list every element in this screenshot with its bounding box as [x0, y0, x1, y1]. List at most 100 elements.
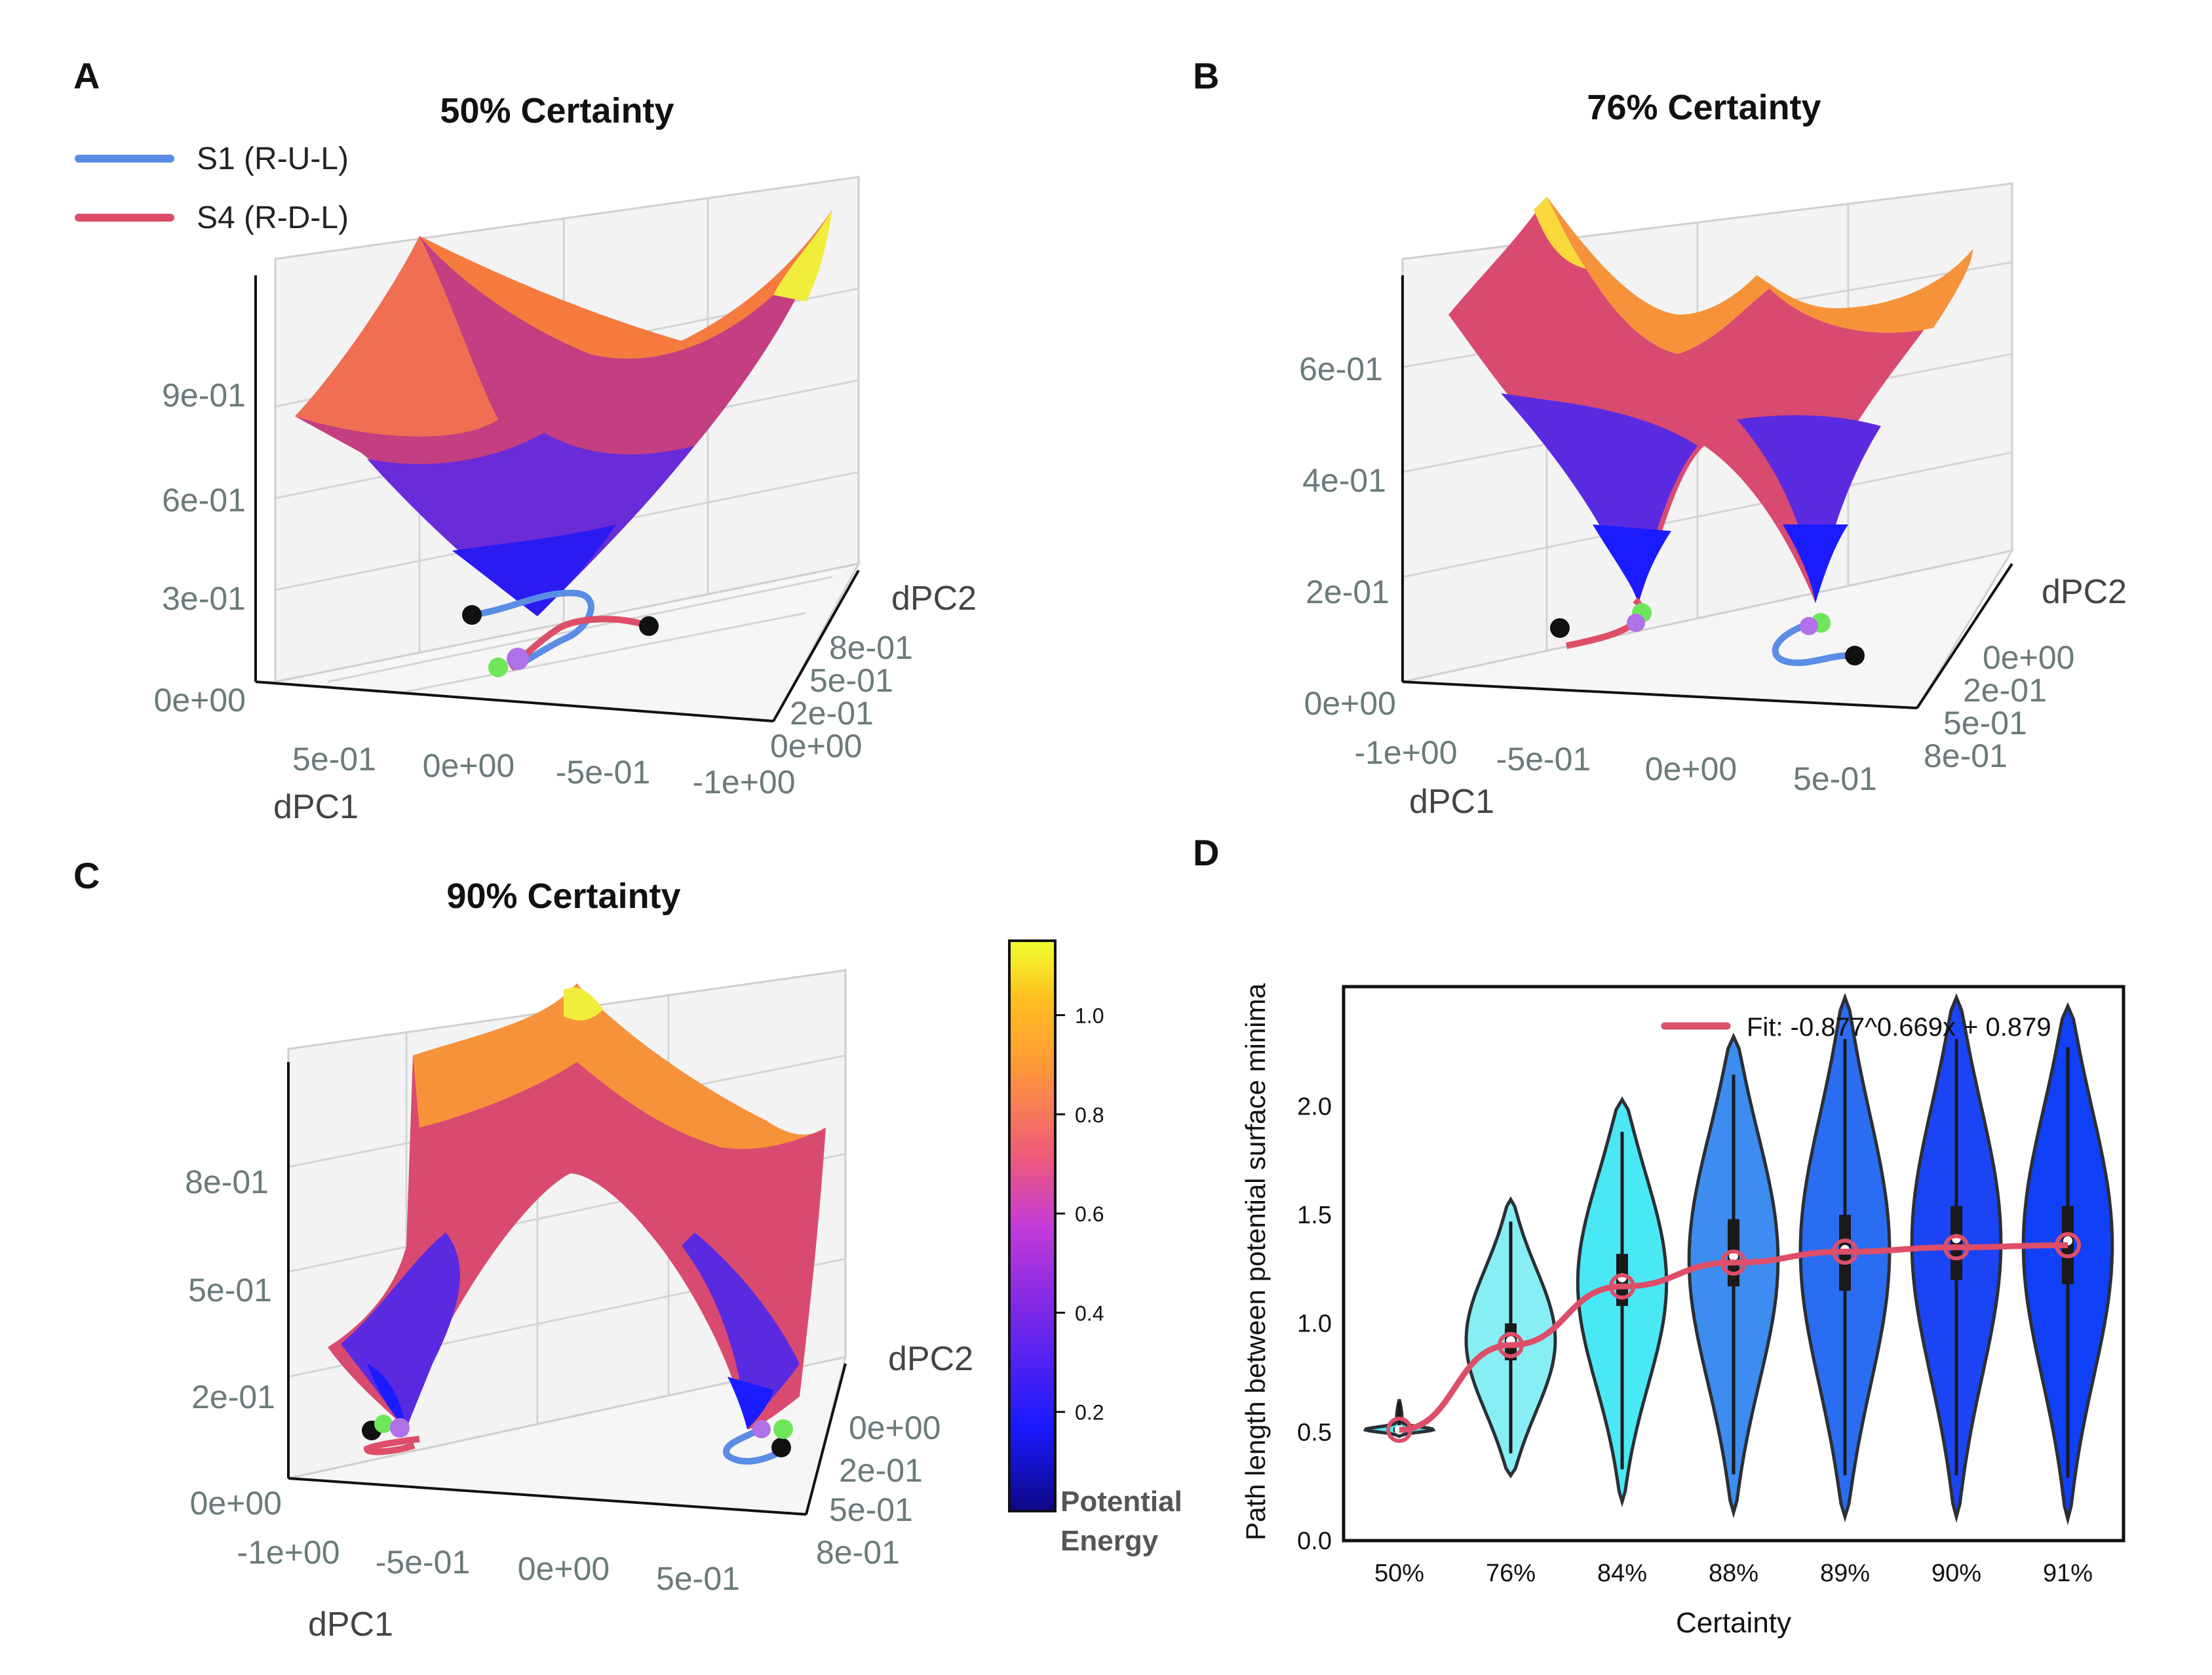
panel-b-start-point: [1550, 618, 1570, 638]
y-tick-label: 5e-01: [829, 1491, 913, 1528]
panel-d-ylabel: Path length between potential surface mi…: [1240, 983, 1271, 1540]
y-tick-label: 0.0: [1297, 1527, 1332, 1555]
panel-a-start-point: [462, 605, 482, 625]
y-tick-label: 0e+00: [1983, 639, 2074, 676]
y-tick-label: 1.5: [1297, 1202, 1332, 1229]
panel-b-xlabel: dPC1: [1409, 783, 1494, 821]
panel-c-ylabel: dPC2: [888, 1340, 973, 1378]
colorbar: 0.2 0.4 0.6 0.8 1.0 Potential Energy: [1008, 939, 1182, 1557]
panel-a-xlabel: dPC1: [273, 788, 359, 826]
x-tick-label: 5e-01: [292, 741, 376, 778]
z-tick-label: 6e-01: [162, 482, 246, 519]
fit-point: [1943, 1234, 1969, 1261]
z-tick-label: 5e-01: [188, 1272, 272, 1309]
panel-b-z-ticks: 0e+00 2e-01 4e-01 6e-01: [1299, 351, 1396, 722]
x-tick-label: -5e-01: [376, 1544, 471, 1581]
z-tick-label: 9e-01: [162, 377, 246, 414]
panel-c-z-ticks: 0e+00 2e-01 5e-01 8e-01: [185, 1164, 282, 1522]
panel-a-ylabel: dPC2: [891, 580, 977, 618]
legend-label-s4: S4 (R-D-L): [197, 201, 349, 235]
y-tick-label: 5e-01: [1943, 705, 2027, 741]
fit-legend-label: Fit: -0.877^0.669x + 0.879: [1747, 1013, 2051, 1042]
y-tick-label: 8e-01: [816, 1534, 900, 1571]
panel-b-x-ticks: -1e+00 -5e-01 0e+00 5e-01: [1354, 734, 1876, 797]
x-tick-label: 84%: [1597, 1560, 1647, 1587]
panel-c-min-point: [374, 1415, 393, 1433]
y-tick-label: 8e-01: [1924, 738, 2008, 774]
panel-c-trajectory-s4: [363, 1436, 420, 1455]
panel-c-x-ticks: -1e+00 -5e-01 0e+00 5e-01: [237, 1534, 739, 1597]
colorbar-tick-label: 1.0: [1075, 1004, 1104, 1027]
fit-layer: [1386, 1232, 2081, 1443]
panel-a-y-ticks: 8e-01 5e-01 2e-01 0e+00: [770, 629, 913, 764]
violin-median: [1729, 1251, 1738, 1261]
panel-a-title: 50% Certainty: [440, 91, 674, 130]
z-tick-label: 0e+00: [154, 682, 246, 719]
panel-a-start-point: [639, 616, 659, 636]
panel-d-legend: Fit: -0.877^0.669x + 0.879: [1661, 1013, 2051, 1042]
y-tick-label: 2e-01: [1963, 672, 2047, 709]
fit-line: [1399, 1242, 2068, 1433]
z-tick-label: 2e-01: [191, 1379, 275, 1415]
x-tick-label: 76%: [1486, 1560, 1536, 1587]
x-tick-label: -1e+00: [692, 764, 795, 800]
fit-point: [1609, 1273, 1635, 1300]
panel-c: C 90% Certainty 0e+00 2e-01 5e-01 8e: [73, 855, 1182, 1644]
colorbar-label-line2: Energy: [1060, 1525, 1159, 1557]
panel-b-min-point: [1800, 617, 1818, 635]
panel-c-letter: C: [73, 855, 100, 896]
fit-point: [1832, 1238, 1858, 1265]
panel-d: D 0.00.51.01.52.0 50% 76% 84% 88% 89% 90% 91% …: [1193, 832, 2125, 1639]
y-tick-label: 5e-01: [809, 662, 893, 699]
x-tick-label: -1e+00: [237, 1534, 340, 1571]
x-tick-label: 89%: [1820, 1560, 1870, 1587]
panel-a-z-ticks: 0e+00 3e-01 6e-01 9e-01: [154, 377, 246, 719]
panel-b-y-ticks: 0e+00 2e-01 5e-01 8e-01: [1924, 639, 2074, 774]
x-tick-label: 5e-01: [1793, 760, 1877, 797]
panel-d-xlabel: Certainty: [1676, 1607, 1791, 1639]
fit-point: [1720, 1249, 1747, 1276]
colorbar-ticks: 0.2 0.4 0.6 0.8 1.0: [1055, 1004, 1104, 1425]
colorbar-tick-label: 0.2: [1075, 1401, 1104, 1425]
fit-point: [1498, 1331, 1524, 1358]
colorbar-tick-label: 0.8: [1075, 1103, 1104, 1127]
x-tick-label: 90%: [1931, 1560, 1981, 1587]
fit-point: [2055, 1232, 2081, 1259]
panel-c-xlabel: dPC1: [308, 1606, 393, 1644]
x-tick-label: 88%: [1709, 1560, 1758, 1587]
x-tick-label: 91%: [2043, 1560, 2093, 1587]
panel-b-start-point: [1845, 646, 1865, 665]
y-tick-label: 0.5: [1297, 1419, 1332, 1446]
z-tick-label: 3e-01: [162, 580, 246, 617]
x-tick-label: 0e+00: [518, 1550, 610, 1587]
panel-d-letter: D: [1193, 832, 1219, 873]
panel-c-start-point: [771, 1438, 791, 1457]
panel-a-letter: A: [73, 55, 100, 96]
panel-a-x-ticks: 5e-01 0e+00 -5e-01 -1e+00: [292, 741, 795, 800]
x-tick-label: -5e-01: [556, 754, 651, 791]
z-tick-label: 8e-01: [185, 1164, 269, 1200]
panel-c-min-point: [390, 1418, 410, 1438]
panel-c-min-point: [752, 1420, 771, 1438]
y-tick-label: 2e-01: [790, 695, 874, 732]
colorbar-gradient: [1008, 939, 1057, 1512]
panel-c-min-point: [773, 1419, 793, 1439]
x-tick-label: 5e-01: [656, 1560, 740, 1597]
y-tick-label: 2e-01: [839, 1452, 923, 1489]
x-tick-label: 0e+00: [423, 747, 514, 784]
panel-a-legend: S1 (R-U-L) S4 (R-D-L): [75, 142, 349, 235]
panel-a: A 50% Certainty S1 (R-U-L) S4 (R-D-L): [73, 55, 977, 826]
z-tick-label: 6e-01: [1299, 351, 1383, 387]
violin-layer: [1363, 993, 2114, 1526]
panel-b-min-point: [1627, 614, 1645, 632]
panel-c-y-ticks: 0e+00 2e-01 5e-01 8e-01: [816, 1409, 941, 1571]
x-tick-label: 50%: [1374, 1560, 1424, 1587]
panel-b-surface: [1448, 197, 1973, 603]
y-tick-label: 0e+00: [770, 728, 862, 764]
panel-a-min-point: [488, 658, 508, 677]
y-tick-label: 8e-01: [829, 629, 913, 666]
panel-d-plot-frame: [1342, 985, 2125, 1543]
x-tick-label: 0e+00: [1645, 751, 1737, 787]
x-tick-label: -5e-01: [1496, 741, 1591, 778]
